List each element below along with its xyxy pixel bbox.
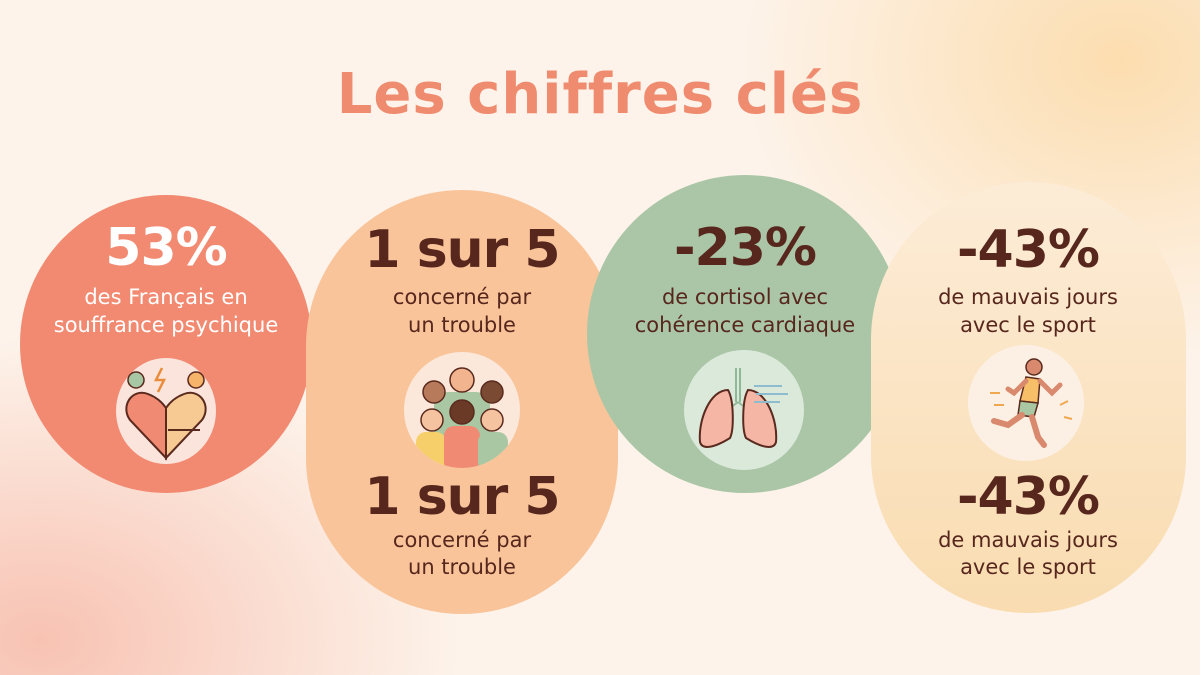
stat-desc-line: concerné par [392,285,532,309]
stat-desc-line: souffrance psychique [53,313,279,337]
stat-desc-line: de cortisol avec [661,285,829,309]
stat-desc-line: concerné par [392,528,532,552]
stat-desc-line: un trouble [408,555,516,579]
stat-value: -43% [956,467,1100,527]
runner-icon [968,345,1084,461]
stat-value: -23% [673,218,817,278]
stat-value: 1 sur 5 [364,220,560,280]
stat-desc-line: de mauvais jours [938,285,1118,309]
stat-value: 1 sur 5 [364,467,560,527]
stat-desc-line: de mauvais jours [938,528,1118,552]
stat-desc-line: avec le sport [960,313,1096,337]
stat-desc-line: cohérence cardiaque [634,313,856,337]
lungs-breath-icon [684,350,804,470]
stat-value: -43% [956,220,1100,280]
page-title: Les chiffres clés [336,62,864,127]
stat-desc-line: avec le sport [960,555,1096,579]
heart-emotions-icon [116,358,216,464]
stat-desc-line: des Français en [84,285,248,309]
stat-value: 53% [105,218,227,278]
group-people-icon [404,352,520,468]
stat-desc-line: un trouble [408,313,516,337]
